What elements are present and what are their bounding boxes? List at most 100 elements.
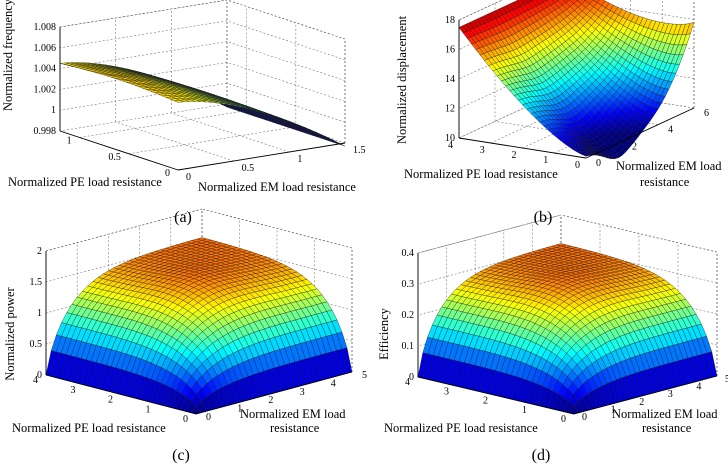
- z-tick-label: 1: [37, 308, 42, 319]
- chart-d-zlabel: Efficiency: [377, 307, 391, 360]
- y-tick-label: 1: [67, 136, 72, 147]
- x-tick-label: 6: [704, 108, 709, 119]
- x-axis: [195, 371, 353, 415]
- x-axis: [585, 107, 695, 159]
- axis-edge: [201, 208, 353, 249]
- z-tick-label: 1: [51, 105, 56, 116]
- grid-line: [45, 239, 203, 283]
- chart-a-xlabel: Normalized EM load resistance: [198, 180, 356, 194]
- z-tick-label: 0.5: [30, 339, 43, 350]
- axis-edge: [59, 0, 228, 28]
- z-tick-label: 1.5: [30, 277, 43, 288]
- x-tick-label: 0: [186, 172, 191, 183]
- x-axis: [573, 375, 718, 415]
- grid-line: [226, 82, 346, 123]
- y-tick-label: 0: [561, 414, 566, 425]
- x-tick-label: 5: [362, 370, 367, 381]
- y-tick-label: 3: [71, 385, 76, 396]
- z-tick-label: 0.4: [402, 248, 415, 259]
- z-tick-label: 0.998: [34, 126, 57, 137]
- chart-a: 0 0.5 1 1.5 0 0.5 1 0.998 1 1.002 1.004 1.006 1.008: [34, 0, 366, 183]
- y-tick-label: 2: [108, 395, 113, 406]
- z-tick-label: 16: [445, 45, 455, 56]
- z-tick-label: 0.3: [402, 279, 415, 290]
- surface-patch: [581, 153, 591, 157]
- z-tick-label: 10: [445, 133, 455, 144]
- z-tick-label: 18: [445, 15, 455, 26]
- x-tick-label: 2: [268, 395, 273, 406]
- z-tick-label: 1.008: [34, 22, 57, 33]
- axis-edge: [417, 214, 562, 254]
- y-tick-label: 2: [483, 396, 488, 407]
- grid-line: [171, 112, 290, 153]
- y-tick-label: 2: [512, 150, 517, 161]
- z-tick-label: 0: [409, 372, 414, 383]
- y-tick-label: 4: [448, 140, 453, 151]
- chart-d-panel-label: (d): [532, 447, 551, 464]
- chart-a-ylabel: Normalized PE load resistance: [8, 175, 162, 189]
- chart-b-xlabel-line2: resistance: [640, 175, 690, 189]
- axis-edge: [226, 0, 346, 40]
- x-tick-label: 1.5: [353, 145, 366, 156]
- y-tick-label: 0: [575, 160, 580, 171]
- y-tick-label: 4: [33, 375, 38, 386]
- chart-d-xlabel: Normalized EM load: [612, 407, 718, 421]
- x-tick-label: 1: [237, 404, 242, 415]
- chart-b-zlabel: Normalized displacement: [395, 15, 409, 144]
- x-tick-label: 4: [668, 125, 673, 136]
- z-tick-label: 1.006: [34, 43, 57, 54]
- y-tick-label: 0.5: [108, 152, 121, 163]
- x-tick-label: 5: [725, 374, 728, 385]
- y-tick-label: 0: [165, 168, 170, 179]
- chart-b-xlabel-line1: Normalized EM load: [616, 159, 722, 173]
- x-tick-label: 4: [696, 382, 701, 393]
- z-tick-label: 14: [445, 74, 455, 85]
- y-axis: [417, 376, 575, 415]
- grid-line: [226, 62, 346, 102]
- grid-line: [59, 82, 228, 111]
- chart-b-ylabel: Normalized PE load resistance: [404, 167, 558, 181]
- x-tick-label: 0: [206, 412, 211, 423]
- x-tick-label: 3: [300, 387, 305, 398]
- chart-c-zlabel: Normalized power: [3, 286, 17, 380]
- z-tick-label: 0: [37, 370, 42, 381]
- x-tick-label: 0.5: [242, 163, 255, 174]
- grid-line: [226, 20, 346, 61]
- axis-edge: [560, 214, 718, 253]
- x-tick-label: 3: [668, 389, 673, 400]
- x-tick-label: 0: [596, 158, 601, 169]
- z-tick-label: 1.002: [34, 84, 57, 95]
- x-tick-label: 1: [297, 154, 302, 165]
- z-tick-label: 1.004: [34, 64, 57, 75]
- chart-c-ylabel: Normalized PE load resistance: [12, 421, 166, 435]
- grid-line: [79, 110, 247, 138]
- surface-patch: [174, 100, 184, 103]
- chart-d-xlabel-line2: resistance: [642, 421, 692, 435]
- grid-line: [226, 41, 346, 81]
- grid-line: [59, 103, 228, 132]
- chart-c-xlabel: Normalized EM load: [240, 407, 346, 421]
- z-tick-label: 0.2: [402, 310, 415, 321]
- grid-line: [128, 126, 296, 155]
- y-tick-label: 3: [444, 386, 449, 397]
- axis-edge: [45, 208, 203, 252]
- x-tick-label: 2: [639, 397, 644, 408]
- grid-line: [59, 20, 228, 49]
- x-axis: [177, 142, 346, 171]
- chart-d-ylabel: Normalized PE load resistance: [384, 421, 538, 435]
- z-tick-label: 2: [37, 246, 42, 257]
- z-tick-label: 12: [445, 104, 455, 115]
- y-tick-label: 1: [543, 155, 548, 166]
- grid-line: [115, 121, 234, 162]
- chart-c-panel-label: (c): [172, 447, 190, 464]
- y-axis: [45, 374, 197, 415]
- y-tick-label: 1: [146, 404, 151, 415]
- x-tick-label: 4: [331, 378, 336, 389]
- y-axis: [59, 130, 179, 171]
- y-tick-label: 3: [480, 145, 485, 156]
- chart-c-xlabel-line2: resistance: [270, 421, 320, 435]
- chart-a-zlabel: Normalized frequency: [1, 0, 15, 111]
